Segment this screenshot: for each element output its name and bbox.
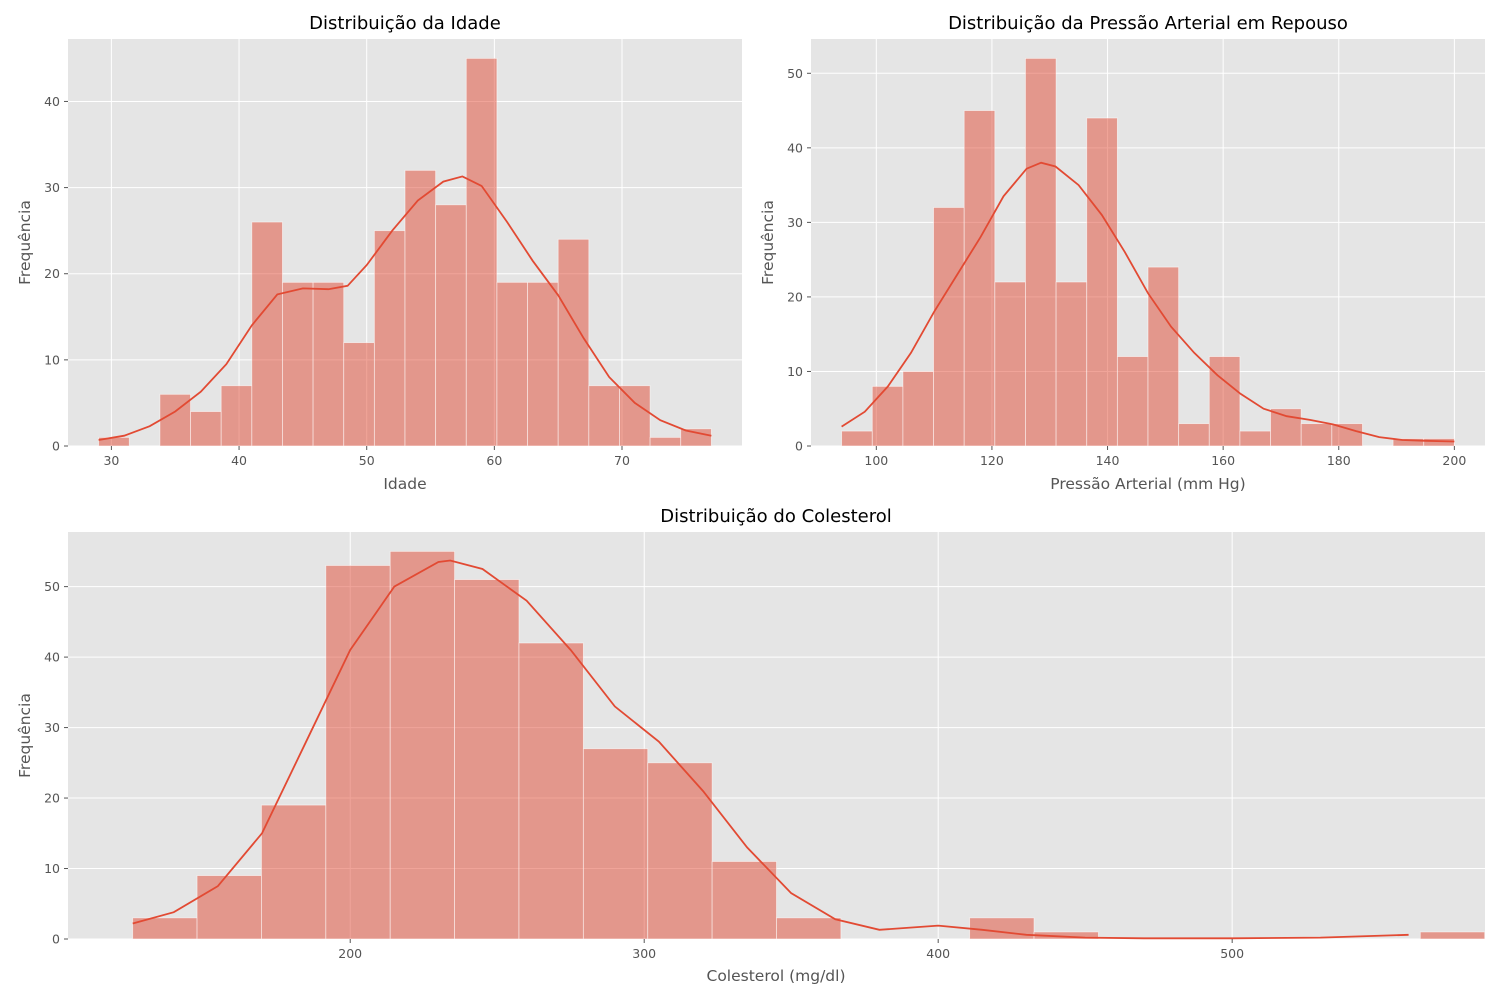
x-tick-label: 160	[1211, 453, 1235, 468]
y-axis-label: Frequência	[16, 693, 34, 778]
histogram-bar	[963, 110, 996, 447]
y-tick-label: 40	[787, 140, 803, 155]
histogram-bar	[435, 204, 467, 447]
histogram-bar	[312, 281, 345, 447]
y-tick-label: 10	[44, 352, 60, 367]
histogram-bar	[261, 804, 327, 940]
x-tick-label: 140	[1096, 453, 1120, 468]
y-tick-label: 0	[52, 932, 60, 947]
histogram-bar	[1419, 931, 1486, 940]
histogram-bar	[649, 436, 682, 447]
histogram-bar	[454, 579, 520, 940]
histogram-bar	[647, 762, 713, 940]
y-tick-label: 0	[795, 439, 803, 454]
y-tick-label: 10	[44, 861, 60, 876]
kde-curve	[98, 175, 712, 441]
x-tick-label: 120	[980, 453, 1004, 468]
y-tick-label: 10	[787, 364, 803, 379]
kde-curve	[841, 161, 1455, 443]
histogram-bar	[465, 57, 498, 447]
histogram-bar	[871, 385, 904, 447]
histogram-bar	[373, 230, 406, 447]
histogram-bar	[1147, 266, 1180, 447]
x-tick-label: 70	[614, 453, 630, 468]
histogram-bar	[282, 281, 314, 447]
x-tick-label: 500	[1220, 946, 1244, 961]
histogram-bar	[1178, 423, 1210, 447]
y-axis-label: Frequência	[759, 200, 777, 285]
histogram-bar	[325, 565, 391, 940]
x-tick-label: 400	[926, 946, 950, 961]
y-tick-label: 30	[787, 215, 803, 230]
histogram-bar	[1270, 408, 1302, 447]
y-tick-label: 30	[44, 720, 60, 735]
histogram-bar	[196, 875, 262, 940]
histogram-bar	[1300, 423, 1333, 447]
histogram-bar	[389, 550, 455, 940]
histogram-bar	[518, 642, 584, 940]
histogram-bar	[527, 281, 559, 447]
histogram-bar	[1208, 356, 1241, 447]
chart-title: Distribuição da Idade	[309, 13, 501, 34]
histogram-bar	[1239, 430, 1271, 447]
histogram-bar	[1086, 117, 1118, 447]
histogram-bar	[220, 385, 253, 447]
x-tick-label: 50	[359, 453, 375, 468]
histogram-bar	[841, 430, 873, 447]
y-axis-label: Frequência	[16, 200, 34, 285]
chart-title: Distribuição da Pressão Arterial em Repo…	[948, 13, 1348, 34]
histogram-bar	[1025, 57, 1057, 447]
y-tick-label: 20	[787, 289, 803, 304]
histogram-bar	[582, 748, 649, 940]
x-tick-label: 300	[632, 946, 656, 961]
x-axis-label: Idade	[383, 475, 426, 493]
y-tick-label: 20	[44, 791, 60, 806]
x-tick-label: 180	[1327, 453, 1351, 468]
y-tick-label: 50	[44, 579, 60, 594]
y-tick-label: 0	[52, 439, 60, 454]
x-tick-label: 60	[486, 453, 502, 468]
histogram-bar	[902, 371, 934, 447]
x-tick-label: 100	[864, 453, 888, 468]
x-tick-label: 30	[103, 453, 119, 468]
y-tick-label: 40	[44, 94, 60, 109]
histogram-bar	[619, 385, 651, 447]
histogram-bar	[994, 281, 1026, 447]
histogram-bar	[343, 342, 375, 447]
kde-curve	[132, 559, 1409, 940]
chart-title: Distribuição do Colesterol	[660, 506, 892, 527]
x-tick-label: 200	[338, 946, 362, 961]
y-tick-label: 20	[44, 266, 60, 281]
y-tick-label: 40	[44, 650, 60, 665]
histogram-bar	[404, 169, 437, 447]
x-axis-label: Colesterol (mg/dl)	[707, 967, 846, 985]
x-axis-label: Pressão Arterial (mm Hg)	[1050, 475, 1245, 493]
histogram-bar	[1055, 281, 1088, 447]
histogram-bar	[680, 428, 712, 447]
histogram-bar	[933, 207, 965, 447]
histogram-bar	[496, 281, 528, 447]
blood-pressure-histogram: 100 120 140 160 180 200 0 10 20 30 40 50 Distribuiç…	[759, 13, 1485, 493]
histogram-bar	[190, 411, 222, 447]
x-tick-label: 40	[231, 453, 247, 468]
histogram-bar	[1116, 356, 1149, 447]
age-histogram: 30 40 50 60 70 0 10 20 30 40 Distribuição da Idad…	[16, 13, 742, 493]
histogram-bar	[776, 917, 842, 940]
histogram-bar	[588, 385, 620, 447]
histogram-bar	[1331, 423, 1363, 447]
histogram-bar	[557, 238, 590, 447]
histogram-bar	[969, 917, 1035, 940]
y-tick-label: 50	[787, 66, 803, 81]
y-tick-label: 30	[44, 180, 60, 195]
x-tick-label: 200	[1442, 453, 1466, 468]
cholesterol-histogram: 200 300 400 500 0 10 20 30 40 50 Distribuição do …	[16, 506, 1486, 985]
histogram-bar	[251, 221, 283, 447]
histogram-bar	[711, 861, 777, 940]
